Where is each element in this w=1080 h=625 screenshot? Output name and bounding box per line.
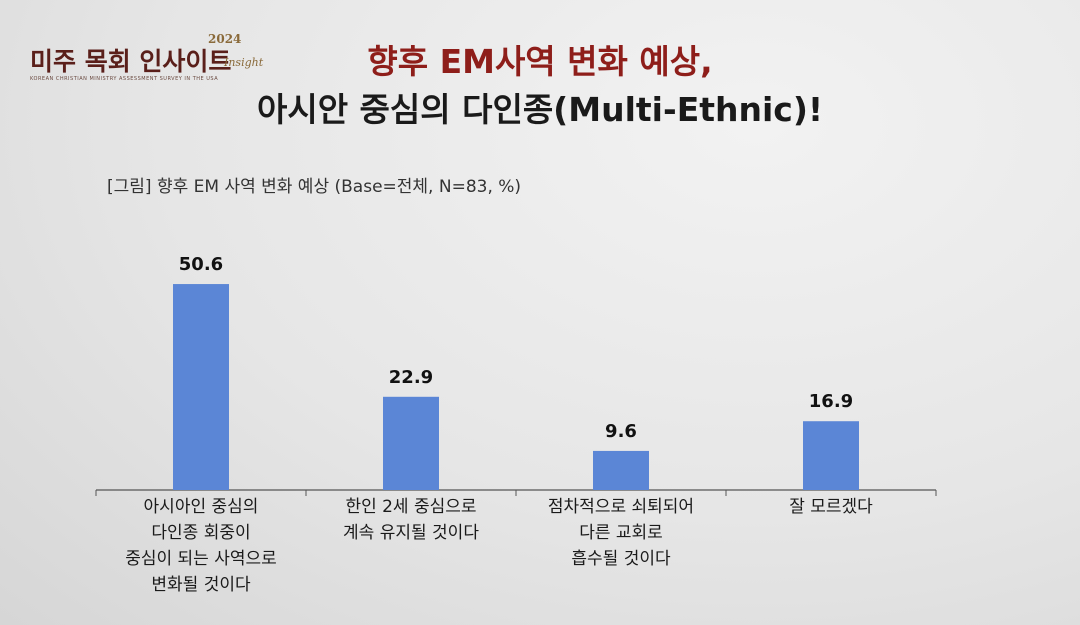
data-label-3: 9.6	[605, 421, 637, 442]
data-label-1: 50.6	[179, 254, 223, 275]
logo-script: Insight	[224, 56, 264, 69]
logo-subtitle: KOREAN CHRISTIAN MINISTRY ASSESSMENT SUR…	[30, 76, 219, 82]
data-label-2: 22.9	[389, 367, 433, 388]
category-label-3: 점차적으로 쇠퇴되어 다른 교회로 흡수될 것이다	[547, 497, 695, 569]
bar-3	[593, 450, 649, 490]
bar-1	[173, 284, 229, 490]
chart-caption: [그림] 향후 EM 사역 변화 예상 (Base=전체, N=83, %)	[107, 177, 522, 197]
bar-2	[383, 396, 439, 490]
slide-title-line-1: 향후 EM사역 변화 예상,	[367, 42, 713, 81]
slide-title-line-2: 아시안 중심의 다인종(Multi-Ethnic)!	[256, 90, 824, 129]
logo-main-text: 미주 목회 인사이트	[30, 47, 232, 76]
bar-4	[803, 421, 859, 490]
category-label-4: 잘 모르겠다	[789, 497, 873, 517]
brand-logo: 미주 목회 인사이트 2024 Insight KOREAN CHRISTIAN…	[28, 32, 268, 92]
data-label-4: 16.9	[809, 391, 853, 412]
logo-year: 2024	[208, 32, 242, 46]
category-label-2: 한인 2세 중심으로 계속 유지될 것이다	[343, 497, 479, 543]
category-label-1: 아시아인 중심의 다인종 회중이 중심이 되는 사역으로 변화될 것이다	[125, 497, 277, 595]
